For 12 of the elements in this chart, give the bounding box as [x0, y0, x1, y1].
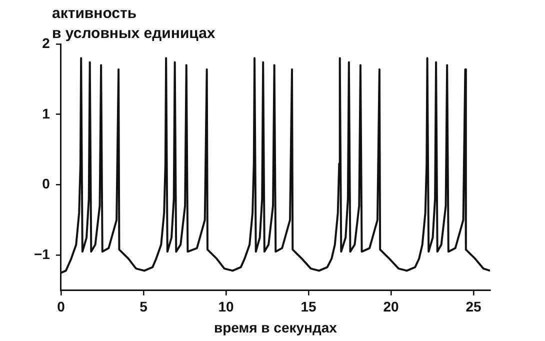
x-tick-label: 5	[140, 298, 148, 315]
y-tick-label: 0	[42, 176, 50, 192]
x-axis-title: время в секундах	[214, 319, 338, 336]
y-tick-label: 1	[42, 105, 50, 122]
y-tick-label: 2	[42, 34, 50, 51]
x-tick-label: 15	[300, 298, 316, 315]
y-tick-label: −1	[34, 246, 50, 262]
x-tick-label: 25	[466, 298, 482, 315]
x-tick-label: 0	[57, 298, 66, 315]
y-axis-title: активность в условных единицах	[52, 4, 216, 44]
x-tick-label: 10	[218, 298, 234, 315]
x-tick-label: 20	[383, 298, 399, 315]
